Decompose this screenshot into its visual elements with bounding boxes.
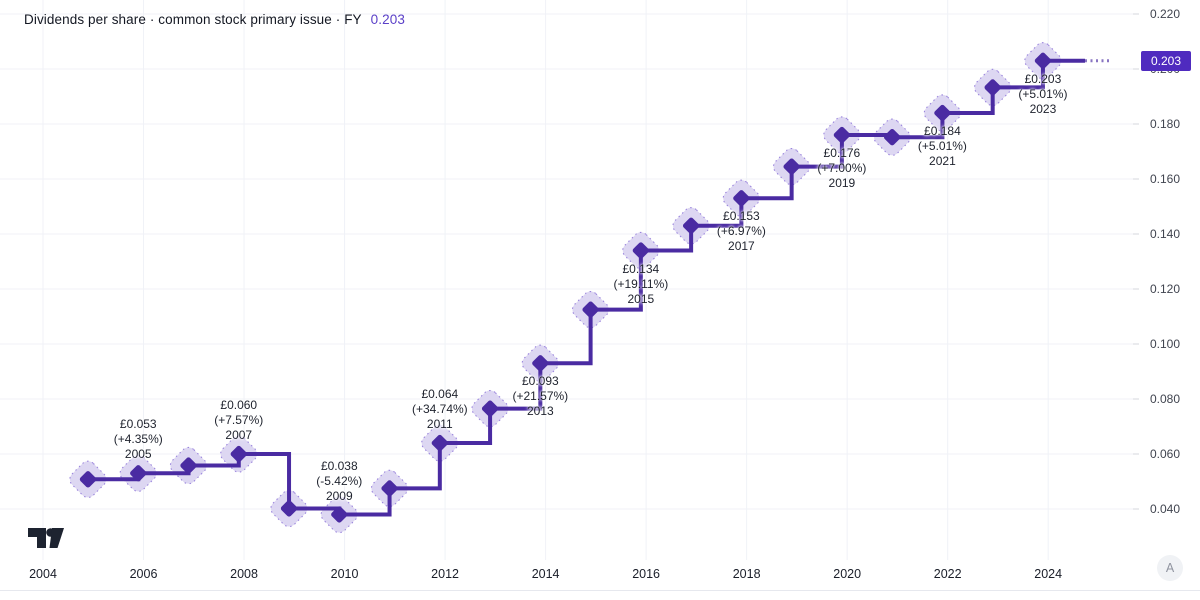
price-axis-label: 0.160 <box>1150 172 1181 186</box>
point-marker <box>381 480 398 497</box>
annotation-change: (+21.57%) <box>512 389 569 404</box>
price-axis[interactable] <box>1133 0 1200 556</box>
point-marker <box>331 506 348 523</box>
point-marker <box>230 445 247 463</box>
annotation-amount: £0.184 <box>924 124 961 138</box>
price-axis-label: 0.060 <box>1150 447 1181 461</box>
price-axis-label: 0.100 <box>1150 337 1181 351</box>
point-annotation: £0.134 (+19.11%) 2015 <box>613 262 668 307</box>
price-axis-label: 0.140 <box>1150 227 1181 241</box>
step-line <box>88 58 1085 517</box>
chart-title: Dividends per share · common stock prima… <box>24 12 405 27</box>
annotation-amount: £0.203 <box>1024 71 1062 86</box>
annotation-amount: £0.038 <box>320 458 358 473</box>
time-axis-label: 2008 <box>230 567 258 581</box>
annotation-amount: £0.134 <box>622 261 660 276</box>
adjust-data-button[interactable]: A <box>1157 555 1183 581</box>
point-marker <box>481 400 499 417</box>
point-marker <box>833 126 851 144</box>
annotation-change: (-5.42%) <box>316 473 363 488</box>
annotation-year: 2015 <box>627 291 655 306</box>
point-marker <box>79 471 97 488</box>
price-axis-label: 0.040 <box>1150 502 1181 516</box>
time-axis-label: 2018 <box>732 567 761 581</box>
annotation-change: (+7.00%) <box>817 161 867 175</box>
time-axis-label: 2006 <box>129 567 158 581</box>
point-marker <box>280 500 298 517</box>
annotation-amount: £0.060 <box>220 398 258 412</box>
time-axis-label: 2004 <box>29 567 57 581</box>
point-annotation: £0.203 (+5.01%) 2023 <box>1018 72 1067 117</box>
point-marker <box>582 301 599 318</box>
price-axis-label: 0.220 <box>1150 7 1181 21</box>
annotation-year: 2023 <box>1029 101 1057 116</box>
time-axis-label: 2012 <box>431 567 459 581</box>
annotation-amount: £0.053 <box>119 417 157 432</box>
point-annotation: £0.060 (+7.57%) 2007 <box>214 398 263 443</box>
point-marker <box>783 158 800 175</box>
annotation-amount: £0.176 <box>823 146 861 160</box>
point-marker <box>180 457 197 474</box>
point-annotation: £0.184 (+5.01%) 2021 <box>918 124 967 169</box>
time-axis[interactable] <box>0 556 1133 590</box>
last-price-badge: 0.203 <box>1141 50 1191 71</box>
point-marker <box>934 104 951 122</box>
point-marker <box>984 79 1001 96</box>
point-annotation: £0.176 (+7.00%) 2019 <box>817 146 866 191</box>
annotation-change: (+7.57%) <box>214 413 264 427</box>
point-marker <box>431 434 448 452</box>
annotation-year: 2009 <box>325 488 353 503</box>
annotation-amount: £0.064 <box>421 387 459 401</box>
point-annotation: £0.038 (-5.42%) 2009 <box>316 459 362 504</box>
annotation-change: (+5.01%) <box>917 139 967 153</box>
annotation-change: (+5.01%) <box>1018 86 1068 101</box>
point-marker <box>682 217 700 234</box>
annotation-year: 2017 <box>728 239 755 254</box>
time-axis-label: 2020 <box>833 567 862 581</box>
time-axis-label: 2014 <box>531 567 560 581</box>
point-marker <box>130 465 147 482</box>
price-axis-label: 0.180 <box>1150 117 1181 131</box>
annotation-change: (+19.11%) <box>613 276 669 291</box>
price-axis-label: 0.080 <box>1150 392 1181 406</box>
time-axis-label: 2016 <box>632 567 661 581</box>
annotation-year: 2007 <box>225 428 253 442</box>
annotation-year: 2011 <box>426 417 453 431</box>
chart-title-value: 0.203 <box>370 12 405 27</box>
point-marker <box>884 129 901 146</box>
point-marker <box>1034 52 1052 69</box>
annotation-amount: £0.093 <box>521 374 559 389</box>
time-axis-label: 2022 <box>933 567 962 581</box>
annotation-change: (+4.35%) <box>113 432 163 447</box>
annotation-year: 2019 <box>828 176 856 190</box>
annotation-amount: £0.153 <box>723 209 760 224</box>
bottom-separator <box>0 590 1200 591</box>
tradingview-logo[interactable] <box>27 527 65 549</box>
point-marker <box>733 190 750 207</box>
annotation-year: 2005 <box>124 447 152 462</box>
point-marker <box>632 242 650 259</box>
point-annotation: £0.093 (+21.57%) 2013 <box>512 374 568 419</box>
annotation-change: (+6.97%) <box>716 224 766 239</box>
point-annotation: £0.053 (+4.35%) 2005 <box>114 417 163 462</box>
annotation-change: (+34.74%) <box>411 402 468 416</box>
annotation-year: 2021 <box>929 154 956 168</box>
point-marker <box>532 355 549 372</box>
time-axis-label: 2024 <box>1034 567 1063 581</box>
time-axis-label: 2010 <box>330 567 359 581</box>
price-axis-label: 0.120 <box>1150 282 1181 296</box>
annotation-year: 2013 <box>526 404 554 419</box>
point-annotation: £0.064 (+34.74%) 2011 <box>412 387 468 432</box>
chart-title-text: Dividends per share · common stock prima… <box>24 12 362 27</box>
point-annotation: £0.153 (+6.97%) 2017 <box>717 209 766 254</box>
